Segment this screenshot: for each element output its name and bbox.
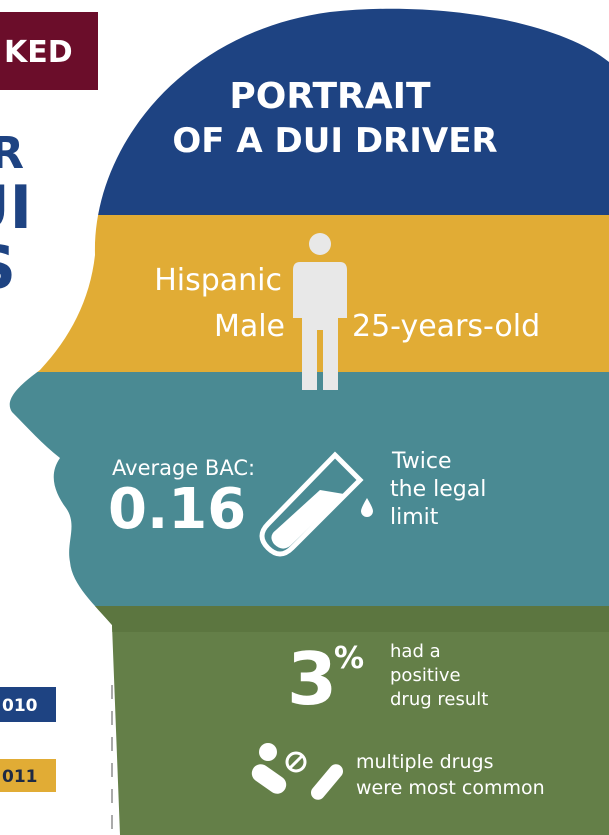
head-title: PORTRAIT (229, 76, 431, 117)
banner-label: KED (4, 35, 73, 70)
bac-note: limit (390, 505, 439, 530)
bac-value: 0.16 (108, 477, 246, 542)
drug-note: had a (390, 641, 441, 662)
drug-note: drug result (390, 689, 488, 710)
ethnicity: Hispanic (154, 263, 282, 298)
bac-note: the legal (390, 477, 486, 502)
percent-sign: % (334, 641, 364, 676)
side-title: S (0, 233, 16, 303)
drug-percent: 3 (287, 637, 337, 721)
drug-common: were most common (356, 777, 545, 799)
sex: Male (214, 309, 285, 344)
band-shade (0, 606, 609, 632)
drug-common: multiple drugs (356, 751, 494, 773)
infographic: KED R UI S 010 011 PORTRAIT OF A DUI DRI… (0, 0, 609, 835)
drug-note: positive (390, 665, 461, 686)
side-title: R (0, 128, 24, 179)
year-label: 010 (2, 696, 38, 716)
age: 25-years-old (352, 309, 540, 344)
year-label: 011 (2, 767, 38, 787)
bac-note: Twice (391, 449, 452, 474)
head-title: OF A DUI DRIVER (172, 121, 497, 161)
